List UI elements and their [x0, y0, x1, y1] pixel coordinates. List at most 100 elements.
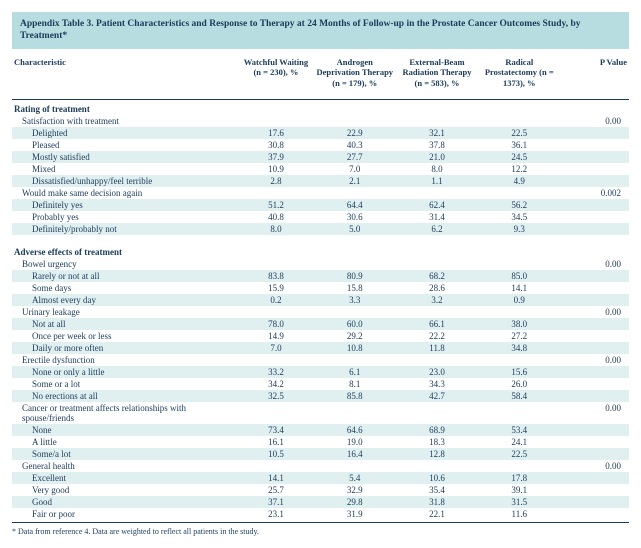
table-row: Mostly satisfied37.927.721.024.5 [12, 151, 629, 163]
cell-value: 14.1 [478, 282, 560, 294]
cell-value: 21.0 [396, 151, 478, 163]
group-label: General health [12, 460, 238, 472]
cell-value: 40.8 [238, 211, 313, 223]
cell-value: 31.4 [396, 211, 478, 223]
cell-value: 40.3 [314, 139, 396, 151]
cell-value: 16.1 [238, 436, 313, 448]
group-heading-row: Urinary leakage0.00 [12, 306, 629, 318]
cell-value: 15.9 [238, 282, 313, 294]
row-label: Almost every day [12, 294, 238, 306]
cell-value: 8.1 [314, 378, 396, 390]
cell-value: 85.8 [314, 390, 396, 402]
col-androgen: Androgen Deprivation Therapy (n = 179), … [314, 49, 396, 99]
table-row: Some or a lot34.28.134.326.0 [12, 378, 629, 390]
row-label: Some or a lot [12, 378, 238, 390]
cell-value: 16.4 [314, 448, 396, 460]
cell-value: 5.0 [314, 223, 396, 235]
cell-value: 10.5 [238, 448, 313, 460]
footnote: * Data from reference 4. Data are weight… [12, 522, 629, 536]
cell-value: 53.4 [478, 424, 560, 436]
cell-value: 19.0 [314, 436, 396, 448]
row-label: None [12, 424, 238, 436]
row-label: Probably yes [12, 211, 238, 223]
table-row: No erections at all32.585.842.758.4 [12, 390, 629, 402]
table-row: Dissatisfied/unhappy/feel terrible2.82.1… [12, 175, 629, 187]
cell-value: 7.0 [238, 342, 313, 354]
cell-value: 8.0 [238, 223, 313, 235]
group-heading-row: Cancer or treatment affects relationship… [12, 402, 629, 424]
cell-value: 14.1 [238, 472, 313, 484]
group-heading-row: Would make same decision again0.002 [12, 187, 629, 199]
table-title: Appendix Table 3. Patient Characteristic… [12, 12, 629, 49]
table-row: None or only a little33.26.123.015.6 [12, 366, 629, 378]
cell-value: 42.7 [396, 390, 478, 402]
cell-value: 73.4 [238, 424, 313, 436]
row-label: Definitely/probably not [12, 223, 238, 235]
cell-value: 31.8 [396, 496, 478, 508]
cell-value: 37.9 [238, 151, 313, 163]
table-row: A little16.119.018.324.1 [12, 436, 629, 448]
cell-value: 2.1 [314, 175, 396, 187]
row-label: Not at all [12, 318, 238, 330]
p-value: 0.00 [560, 460, 629, 472]
cell-value: 0.9 [478, 294, 560, 306]
cell-value: 25.7 [238, 484, 313, 496]
p-value: 0.00 [560, 354, 629, 366]
cell-value: 34.8 [478, 342, 560, 354]
table-row: Very good25.732.935.439.1 [12, 484, 629, 496]
group-label: Urinary leakage [12, 306, 238, 318]
group-heading-row: Erectile dysfunction 0.00 [12, 354, 629, 366]
cell-value: 22.2 [396, 330, 478, 342]
group-heading-row: Satisfaction with treatment0.00 [12, 115, 629, 127]
cell-value: 85.0 [478, 270, 560, 282]
table-row: Good37.129.831.831.5 [12, 496, 629, 508]
cell-value: 51.2 [238, 199, 313, 211]
cell-value: 6.2 [396, 223, 478, 235]
col-characteristic: Characteristic [12, 49, 238, 99]
cell-value: 10.6 [396, 472, 478, 484]
cell-value: 10.9 [238, 163, 313, 175]
cell-value: 33.2 [238, 366, 313, 378]
cell-value: 30.6 [314, 211, 396, 223]
row-label: Fair or poor [12, 508, 238, 520]
group-label: Erectile dysfunction [12, 354, 238, 366]
row-label: Mostly satisfied [12, 151, 238, 163]
cell-value: 9.3 [478, 223, 560, 235]
cell-value: 64.4 [314, 199, 396, 211]
cell-value: 29.8 [314, 496, 396, 508]
cell-value: 27.2 [478, 330, 560, 342]
row-label: Mixed [12, 163, 238, 175]
cell-value: 22.1 [396, 508, 478, 520]
table-row: Not at all78.060.066.138.0 [12, 318, 629, 330]
cell-value: 37.1 [238, 496, 313, 508]
cell-value: 60.0 [314, 318, 396, 330]
section-heading: Adverse effects of treatment [12, 243, 629, 258]
cell-value: 23.1 [238, 508, 313, 520]
cell-value: 66.1 [396, 318, 478, 330]
row-label: No erections at all [12, 390, 238, 402]
group-label: Satisfaction with treatment [12, 115, 238, 127]
table-row: Fair or poor23.131.922.111.6 [12, 508, 629, 520]
cell-value: 3.3 [314, 294, 396, 306]
row-label: Daily or more often [12, 342, 238, 354]
row-label: None or only a little [12, 366, 238, 378]
p-value: 0.002 [560, 187, 629, 199]
cell-value: 39.1 [478, 484, 560, 496]
row-label: Dissatisfied/unhappy/feel terrible [12, 175, 238, 187]
cell-value: 83.8 [238, 270, 313, 282]
p-value: 0.00 [560, 402, 629, 424]
group-heading-row: Bowel urgency0.00 [12, 258, 629, 270]
cell-value: 78.0 [238, 318, 313, 330]
cell-value: 12.8 [396, 448, 478, 460]
row-label: Good [12, 496, 238, 508]
cell-value: 32.1 [396, 127, 478, 139]
group-label: Cancer or treatment affects relationship… [12, 402, 238, 424]
p-value: 0.00 [560, 258, 629, 270]
row-label: Pleased [12, 139, 238, 151]
cell-value: 14.9 [238, 330, 313, 342]
cell-value: 17.6 [238, 127, 313, 139]
row-label: Some days [12, 282, 238, 294]
cell-value: 58.4 [478, 390, 560, 402]
cell-value: 30.8 [238, 139, 313, 151]
table-row: Delighted17.622.932.122.5 [12, 127, 629, 139]
